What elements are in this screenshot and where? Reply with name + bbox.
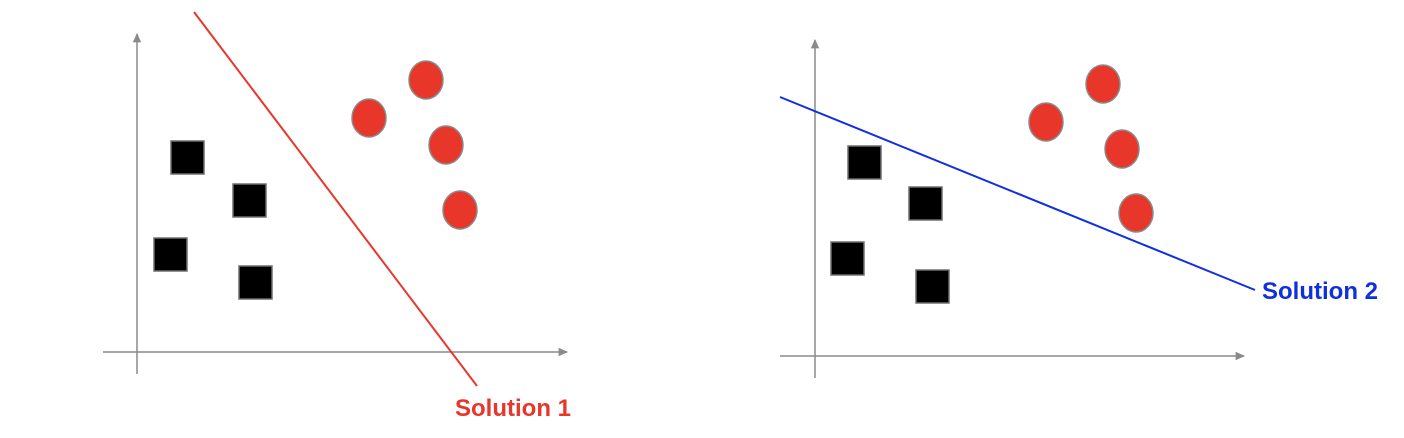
- panel-solution-2: Solution 2: [779, 38, 1378, 378]
- circle-point: [1104, 129, 1140, 169]
- square-point: [153, 237, 188, 272]
- circle-point: [1028, 102, 1064, 142]
- circle-point: [351, 98, 387, 138]
- square-point: [847, 145, 882, 180]
- circle-point: [1118, 193, 1154, 233]
- square-point: [908, 186, 943, 221]
- panel-solution-1: Solution 1: [103, 11, 571, 422]
- square-point: [830, 241, 865, 276]
- decision-boundary-line: [779, 96, 1256, 291]
- solution-label: Solution 1: [455, 395, 571, 422]
- solution-label: Solution 2: [1262, 278, 1378, 305]
- circle-point: [1085, 64, 1121, 104]
- square-point: [915, 269, 950, 304]
- square-point: [170, 140, 205, 175]
- circle-point: [442, 190, 478, 230]
- circle-point: [428, 125, 464, 165]
- circle-point: [408, 60, 444, 100]
- decision-boundary-line: [193, 11, 478, 387]
- square-point: [238, 265, 273, 300]
- square-point: [232, 183, 267, 218]
